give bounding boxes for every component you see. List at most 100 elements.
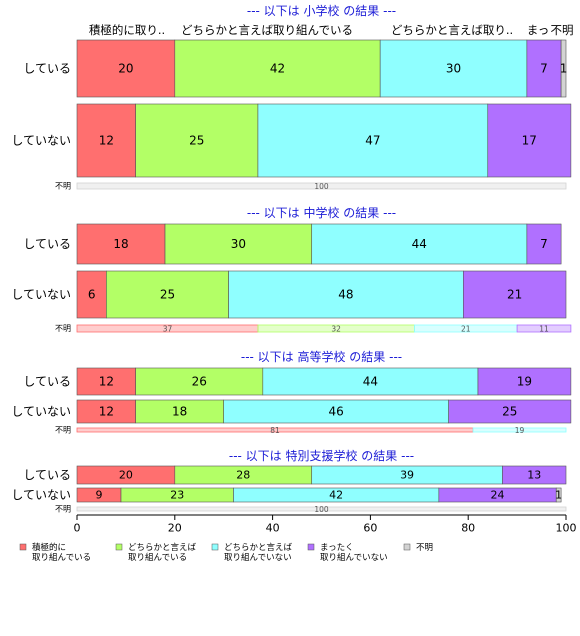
- category-header-label: 不明: [551, 23, 574, 37]
- bar-segment: [477, 367, 572, 396]
- bar-value-label: 44: [412, 237, 427, 251]
- bar-value-label: 28: [236, 469, 250, 482]
- bar-value-label: 6: [88, 288, 96, 302]
- bar-value-label: 23: [170, 489, 184, 502]
- unknown-value-label: 19: [515, 426, 525, 435]
- bar-value-label: 30: [231, 237, 246, 251]
- legend-label: 積極的に: [32, 542, 66, 553]
- bar-value-label: 44: [363, 375, 378, 389]
- x-tick-label: 80: [461, 522, 475, 535]
- bar-value-label: 20: [119, 469, 133, 482]
- bar-value-label: 24: [491, 489, 505, 502]
- panel-title: --- 以下は 中学校 の結果 ---: [247, 205, 396, 220]
- bar-segment: [560, 39, 567, 98]
- bar-segment: [311, 223, 528, 265]
- bar-value-label: 47: [365, 134, 380, 148]
- bar-value-label: 12: [99, 134, 114, 148]
- bar-value-label: 9: [96, 489, 103, 502]
- bar-value-label: 17: [522, 134, 537, 148]
- unknown-value-label: 100: [314, 182, 329, 191]
- unknown-value-label: 100: [314, 505, 329, 514]
- bar-segment: [228, 270, 464, 319]
- legend-label: どちらかと言えば: [128, 542, 197, 553]
- legend-label: どちらかと言えば: [224, 542, 293, 553]
- bar-segment: [555, 487, 562, 503]
- unknown-row-label: 不明: [55, 182, 71, 191]
- bar-value-label: 1: [555, 489, 562, 502]
- bar-value-label: 48: [338, 288, 353, 302]
- x-tick-label: 100: [556, 522, 577, 535]
- bar-value-label: 30: [446, 62, 461, 76]
- legend-swatch: [19, 543, 27, 551]
- panel-title: --- 以下は 特別支援学校 の結果 ---: [229, 448, 414, 463]
- unknown-row-label: 不明: [55, 505, 71, 514]
- bar-segment: [262, 367, 479, 396]
- bar-value-label: 7: [540, 62, 548, 76]
- legend-label: まったく: [320, 543, 354, 553]
- x-tick-label: 60: [363, 522, 377, 535]
- unknown-value-label: 32: [331, 325, 341, 334]
- bar-value-label: 20: [118, 62, 133, 76]
- bar-segment: [135, 103, 259, 178]
- bar-value-label: 7: [540, 237, 548, 251]
- unknown-value-label: 37: [163, 325, 173, 334]
- bar-value-label: 1: [560, 62, 568, 76]
- bar-segment: [76, 39, 176, 98]
- bar-segment: [526, 223, 562, 265]
- unknown-row-label: 不明: [55, 324, 71, 333]
- row-label: していない: [11, 288, 71, 302]
- bar-value-label: 42: [329, 489, 343, 502]
- bar-segment: [76, 367, 136, 396]
- panel-title: --- 以下は 小学校 の結果 ---: [247, 3, 396, 18]
- bar-segment: [135, 367, 264, 396]
- legend-label: 取り組んでいる: [128, 552, 187, 563]
- bar-value-label: 12: [99, 405, 114, 419]
- bar-segment: [526, 39, 562, 98]
- unknown-bar-segment: [76, 506, 567, 512]
- bar-value-label: 18: [172, 405, 187, 419]
- row-label: していない: [11, 488, 71, 502]
- legend-label: 取り組んでいない: [224, 552, 292, 563]
- category-header-label: どちらかと言えば取り組んでいる: [181, 23, 353, 37]
- row-label: していない: [11, 134, 71, 148]
- bar-value-label: 42: [270, 62, 285, 76]
- x-tick-label: 20: [168, 522, 182, 535]
- legend-swatch: [115, 543, 123, 551]
- bar-value-label: 12: [99, 375, 114, 389]
- unknown-value-label: 21: [461, 325, 471, 334]
- bar-value-label: 46: [329, 405, 344, 419]
- legend-label: 取り組んでいる: [32, 552, 91, 563]
- legend-swatch: [307, 543, 315, 551]
- bar-value-label: 25: [189, 134, 204, 148]
- category-header-label: 積極的に取り..: [89, 23, 165, 37]
- bar-segment: [257, 103, 489, 178]
- category-header-label: まっ: [527, 23, 550, 37]
- bar-segment: [76, 270, 107, 319]
- bar-segment: [76, 103, 136, 178]
- bar-segment: [448, 399, 572, 424]
- bar-value-label: 25: [502, 405, 517, 419]
- legend-swatch: [403, 543, 411, 551]
- legend-swatch: [211, 543, 219, 551]
- row-label: していない: [11, 405, 71, 419]
- x-tick-label: 0: [74, 522, 81, 535]
- bar-segment: [174, 39, 381, 98]
- bar-value-label: 18: [113, 237, 128, 251]
- bar-value-label: 21: [507, 288, 522, 302]
- unknown-value-label: 81: [270, 426, 280, 435]
- bar-segment: [164, 223, 313, 265]
- row-label: している: [23, 468, 71, 482]
- legend-label: 取り組んでいない: [320, 552, 388, 563]
- unknown-value-label: 11: [539, 325, 549, 334]
- bar-segment: [76, 223, 166, 265]
- row-label: している: [23, 375, 71, 389]
- panel-title: --- 以下は 高等学校 の結果 ---: [241, 349, 402, 364]
- row-label: している: [23, 62, 71, 76]
- bar-segment: [106, 270, 229, 319]
- row-label: している: [23, 237, 71, 251]
- category-header-label: どちらかと言えば取り..: [391, 23, 513, 37]
- bar-segment: [463, 270, 567, 319]
- unknown-bar-segment: [472, 427, 567, 433]
- unknown-bar-segment: [516, 324, 572, 333]
